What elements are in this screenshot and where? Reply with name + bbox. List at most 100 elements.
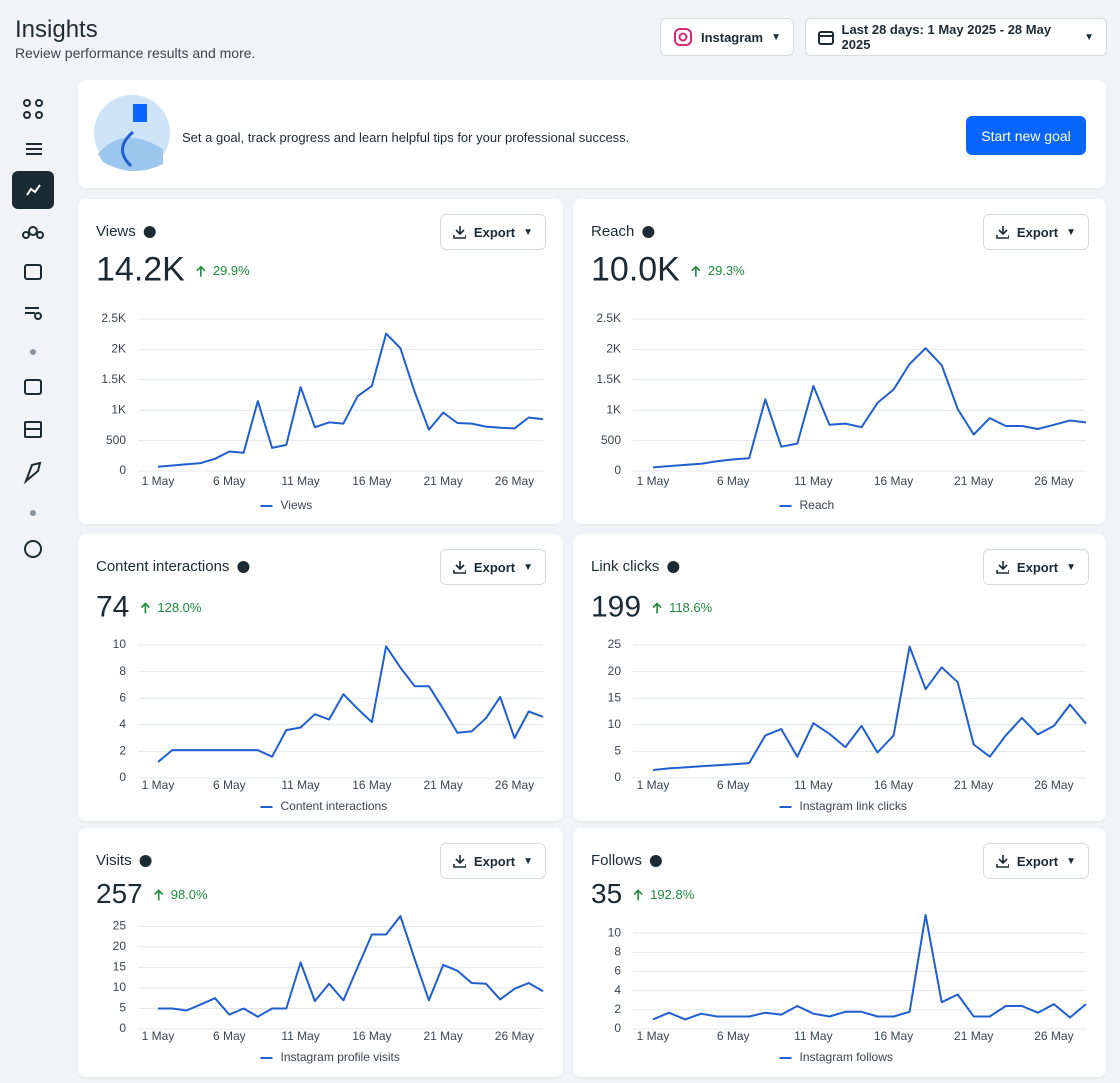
x-tick-label: 16 May <box>352 474 391 488</box>
metric-card: Visits 257 98.0% 0 5 10 15 20 25 1 May 6 May 11 May… <box>78 828 563 1077</box>
download-icon <box>996 226 1009 239</box>
x-tick-label: 26 May <box>495 778 534 792</box>
up-arrow <box>196 265 206 277</box>
goal-text: Set a goal, track progress and learn hel… <box>182 130 630 145</box>
card-title: Visits <box>96 852 132 869</box>
x-tick-label: 21 May <box>424 474 463 488</box>
download-icon <box>996 855 1009 868</box>
value-total: 199 <box>591 590 641 623</box>
value-total: 14.2K <box>96 251 185 289</box>
platform-label: Instagram <box>700 29 764 45</box>
metric-chart: Visits 257 98.0% 0 5 10 15 20 25 1 May 6 May 11 May… <box>96 852 544 1064</box>
y-tick-label: 0 <box>119 463 126 477</box>
x-tick-label: 11 May <box>281 474 319 488</box>
metric-chart: Views 14.2K 29.9% 0 500 1K 1.5K 2K 2.5K 1 May 6 Ma… <box>96 223 544 512</box>
x-tick-label: 11 May <box>794 1029 832 1043</box>
date-range-label: Last 28 days: 1 May 2025 - 28 May 2025 <box>841 22 1052 52</box>
series-line <box>158 915 544 1018</box>
page-subtitle: Review performance results and more. <box>15 45 256 61</box>
change-percent: 192.8% <box>650 887 695 902</box>
change-percent: 128.0% <box>157 600 202 615</box>
y-tick-label: 4 <box>614 983 621 997</box>
caret: ▼ <box>1084 31 1094 43</box>
y-tick-label: 20 <box>608 664 622 678</box>
caret: ▼ <box>523 561 533 573</box>
legend-label: Instagram profile visits <box>281 1050 400 1064</box>
metric-chart: Content interactions 74 128.0% 0 2 4 6 8 10 1 May… <box>96 558 544 813</box>
date-range-select[interactable]: Last 28 days: 1 May 2025 - 28 May 2025 ▼ <box>805 18 1107 56</box>
download-glyph <box>996 855 1009 868</box>
export-label: Export <box>473 853 516 869</box>
x-tick-label: 11 May <box>281 1029 319 1043</box>
y-tick-label: 20 <box>113 939 127 953</box>
x-tick-label: 26 May <box>1034 474 1073 488</box>
export-button[interactable]: Export ▼ <box>983 214 1089 250</box>
y-tick-label: 15 <box>608 690 622 704</box>
export-button[interactable]: Export ▼ <box>440 549 546 585</box>
info-icon <box>237 561 250 573</box>
y-tick-label: 8 <box>119 664 126 678</box>
download-icon <box>453 561 466 574</box>
sidebar <box>12 99 54 558</box>
metric-card: Link clicks 199 118.6% 0 5 10 15 20 25 1 May 6 May… <box>573 534 1106 821</box>
x-tick-label: 1 May <box>637 474 670 488</box>
y-tick-label: 10 <box>113 980 127 994</box>
caret: ▼ <box>771 31 781 43</box>
caret: ▼ <box>1066 561 1076 573</box>
series-line <box>652 645 1087 771</box>
y-tick-label: 2K <box>606 342 621 356</box>
x-tick-label: 1 May <box>637 778 670 792</box>
up-arrow <box>691 265 701 277</box>
x-tick-label: 6 May <box>213 474 246 488</box>
y-tick-label: 1.5K <box>596 372 621 386</box>
calendar-icon <box>818 31 834 45</box>
platform-select[interactable]: Instagram ▼ <box>660 18 794 56</box>
y-tick-label: 500 <box>106 433 126 447</box>
x-tick-label: 1 May <box>142 778 175 792</box>
caret: ▼ <box>1066 226 1076 238</box>
metric-card: Views 14.2K 29.9% 0 500 1K 1.5K 2K 2.5K 1 May 6 Ma… <box>78 199 563 524</box>
legend-label: Instagram link clicks <box>800 799 907 813</box>
export-button[interactable]: Export ▼ <box>440 843 546 879</box>
export-button[interactable]: Export ▼ <box>983 549 1089 585</box>
y-tick-label: 15 <box>113 960 127 974</box>
download-glyph <box>996 226 1009 239</box>
y-tick-label: 5 <box>119 1001 126 1015</box>
export-button[interactable]: Export ▼ <box>440 214 546 250</box>
info-icon <box>139 855 152 867</box>
up-arrow <box>652 602 662 614</box>
x-tick-label: 1 May <box>637 1029 670 1043</box>
y-tick-label: 10 <box>608 717 622 731</box>
x-tick-label: 6 May <box>717 778 750 792</box>
x-tick-label: 11 May <box>794 778 832 792</box>
series-line <box>157 645 544 763</box>
y-tick-label: 0 <box>119 770 126 784</box>
value-total: 10.0K <box>591 251 680 289</box>
y-tick-label: 10 <box>113 637 127 651</box>
x-tick-label: 6 May <box>213 778 246 792</box>
y-tick-label: 8 <box>614 945 621 959</box>
download-icon <box>453 855 466 868</box>
export-button[interactable]: Export ▼ <box>983 843 1089 879</box>
y-tick-label: 5 <box>614 744 621 758</box>
metric-card: Reach 10.0K 29.3% 0 500 1K 1.5K 2K 2.5K 1 May 6 Ma… <box>573 199 1106 524</box>
info-icon <box>667 561 680 573</box>
x-tick-label: 6 May <box>717 1029 750 1043</box>
metric-card: Follows 35 192.8% 0 2 4 6 8 10 1 May 6 May 11 May 16… <box>573 828 1106 1077</box>
metric-chart: Reach 10.0K 29.3% 0 500 1K 1.5K 2K 2.5K 1 May 6 Ma… <box>591 223 1087 512</box>
change-percent: 29.9% <box>213 263 250 278</box>
y-tick-label: 2 <box>119 744 126 758</box>
goal-banner: Set a goal, track progress and learn hel… <box>78 80 1106 188</box>
export-label: Export <box>473 224 516 240</box>
start-goal-button[interactable]: Start new goal <box>966 116 1086 155</box>
legend-label: Reach <box>800 498 835 512</box>
card-title: Follows <box>591 852 642 869</box>
y-tick-label: 2 <box>614 1002 621 1016</box>
y-tick-label: 25 <box>113 918 127 932</box>
x-tick-label: 6 May <box>717 474 750 488</box>
goal-illustration <box>94 95 170 172</box>
x-tick-label: 21 May <box>424 778 463 792</box>
y-tick-label: 6 <box>119 690 126 704</box>
series-line <box>652 347 1087 469</box>
